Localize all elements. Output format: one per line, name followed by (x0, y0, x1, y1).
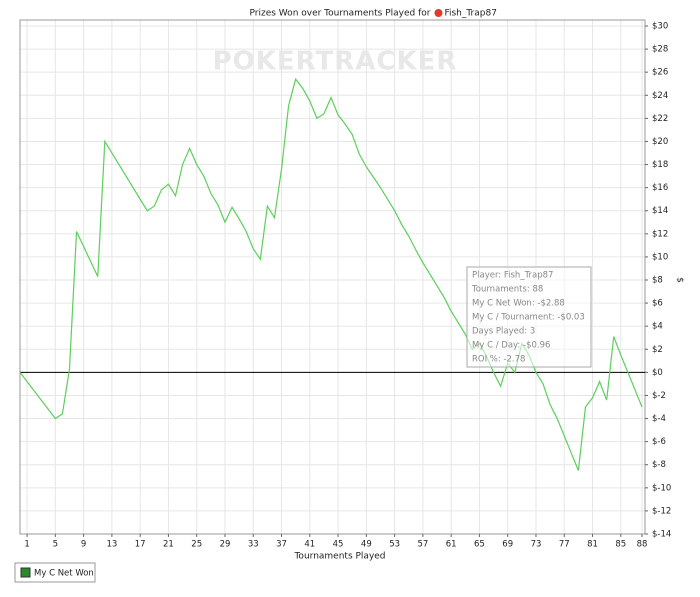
x-tick-label: 88 (637, 540, 648, 550)
y-tick-label: $-10 (652, 483, 671, 493)
tooltip-line: Days Played: 3 (472, 327, 535, 337)
x-tick-label: 9 (81, 540, 86, 550)
y-tick-label: $24 (652, 91, 668, 101)
tooltip-line: My C / Day: -$0.96 (472, 341, 550, 351)
plot-frame (19, 19, 646, 535)
x-tick-label: 25 (191, 540, 202, 550)
legend (14, 562, 96, 583)
y-tick-label: $2 (652, 345, 663, 355)
x-tick-label: 81 (587, 540, 598, 550)
x-tick-label: 73 (531, 540, 542, 550)
y-tick-label: $16 (652, 183, 668, 193)
x-tick-label: 41 (304, 540, 315, 550)
x-tick-label: 1 (24, 540, 29, 550)
y-tick-label: $10 (652, 252, 668, 262)
y-tick-label: $20 (652, 137, 668, 147)
y-tick-label: $26 (652, 68, 668, 78)
y-axis-label: $ (675, 277, 685, 283)
x-tick-label: 69 (502, 540, 513, 550)
y-tick-label: $0 (652, 368, 663, 378)
tooltip-line: ROI %: -2.78 (472, 355, 525, 365)
y-tick-label: $12 (652, 229, 668, 239)
y-tick-label: $-14 (652, 530, 671, 540)
series-line (19, 77, 643, 471)
y-tick-label: $4 (652, 322, 663, 332)
chart-title: Prizes Won over Tournaments Played for (250, 9, 431, 19)
y-tick-label: $-8 (652, 460, 666, 470)
tooltip-box (466, 266, 592, 368)
y-tick-label: $-2 (652, 391, 666, 401)
x-tick-label: 61 (446, 540, 457, 550)
legend-label: My C Net Won (34, 569, 94, 579)
y-tick-label: $6 (652, 299, 663, 309)
x-axis-label: Tournaments Played (293, 552, 385, 562)
x-tick-label: 29 (220, 540, 231, 550)
tooltip-line: Tournaments: 88 (471, 285, 543, 295)
y-tick-label: $14 (652, 206, 668, 216)
tooltip: Player: Fish_Trap87 Tournaments: 88 My C N… (466, 266, 592, 368)
x-tick-label: 45 (333, 540, 344, 550)
y-tick-label: $22 (652, 114, 668, 124)
tooltip-line: My C Net Won: -$2.88 (472, 299, 565, 309)
legend-swatch (20, 567, 31, 578)
x-tick-label: 53 (389, 540, 400, 550)
x-tick-label: 37 (276, 540, 287, 550)
x-tick-label: 49 (361, 540, 372, 550)
x-tick-label: 77 (559, 540, 570, 550)
y-tick-label: $8 (652, 276, 663, 286)
y-tick-label: $-6 (652, 437, 666, 447)
player-name: Fish_Trap87 (444, 9, 496, 19)
tooltip-line: My C / Tournament: -$0.03 (472, 313, 585, 323)
x-tick-label: 17 (135, 540, 146, 550)
player-icon (434, 9, 443, 17)
x-tick-label: 5 (53, 540, 58, 550)
y-tick-label: $18 (652, 160, 668, 170)
x-tick-label: 57 (417, 540, 428, 550)
y-tick-label: $28 (652, 45, 668, 55)
x-tick-label: 21 (163, 540, 174, 550)
y-tick-label: $-12 (652, 506, 671, 516)
x-tick-label: 65 (474, 540, 485, 550)
y-tick-label: $30 (652, 22, 668, 32)
x-tick-label: 13 (106, 540, 117, 550)
tooltip-line: Player: Fish_Trap87 (472, 271, 553, 281)
x-tick-label: 33 (248, 540, 259, 550)
x-tick-label: 85 (615, 540, 626, 550)
y-tick-label: $-4 (652, 414, 666, 424)
